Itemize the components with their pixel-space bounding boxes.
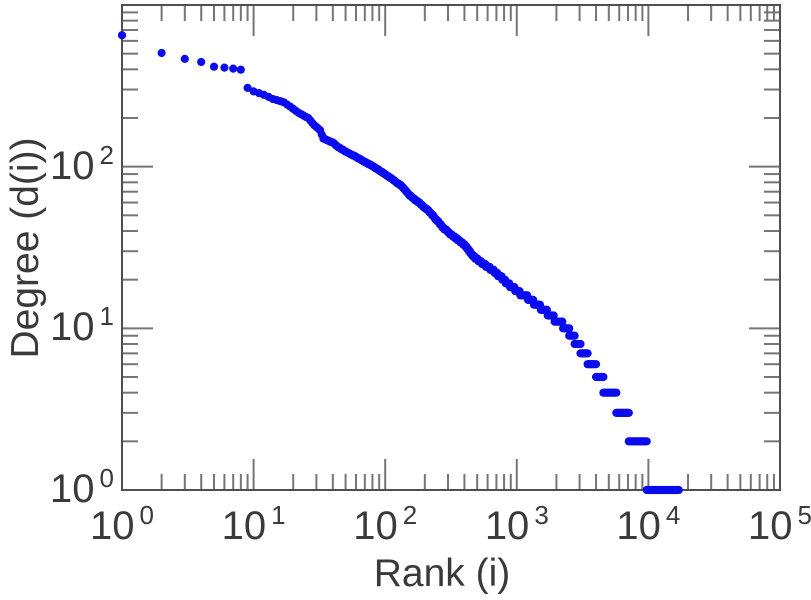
tick-base: 10 <box>50 143 95 188</box>
data-point-marker <box>624 408 633 417</box>
data-point-marker <box>642 437 651 446</box>
data-point-marker <box>599 372 608 382</box>
axis-ticks <box>121 5 781 491</box>
data-point-marker <box>558 317 567 326</box>
tick-base: 10 <box>221 504 267 548</box>
tick-exponent: 2 <box>99 139 114 170</box>
tick-base: 10 <box>484 504 530 548</box>
data-point-marker <box>612 388 621 397</box>
tick-exponent: 4 <box>665 500 681 530</box>
y-tick-label: 10 0 <box>4 465 114 511</box>
y-tick-label: 10 2 <box>4 142 114 188</box>
tick-base: 10 <box>353 504 398 548</box>
tick-exponent: 3 <box>534 500 549 530</box>
x-tick-label: 10 5 <box>730 502 811 548</box>
data-point-marker <box>229 64 238 73</box>
data-point-marker <box>591 360 601 369</box>
x-tick-label: 10 2 <box>335 502 435 548</box>
data-point-marker <box>180 54 189 64</box>
tick-exponent: 0 <box>99 463 114 493</box>
tick-base: 10 <box>50 305 95 350</box>
x-tick-label: 10 4 <box>598 502 698 548</box>
data-point-marker <box>576 339 585 349</box>
data-point-marker <box>243 83 252 92</box>
data-point-marker <box>570 331 579 340</box>
data-point-marker <box>220 63 229 72</box>
y-axis-title: Degree (d(i)) <box>4 137 47 359</box>
y-tick-label: 10 1 <box>4 303 114 350</box>
scatter-points <box>117 31 683 495</box>
x-axis-title: Rank (i) <box>373 552 511 595</box>
x-tick-label: 10 3 <box>467 502 567 548</box>
data-point-marker <box>157 48 166 58</box>
data-point-marker <box>197 57 206 67</box>
tick-exponent: 5 <box>797 500 811 530</box>
data-point-marker <box>674 485 683 495</box>
tick-base: 10 <box>748 504 793 548</box>
data-point-marker <box>583 349 592 358</box>
plot-frame <box>121 4 781 491</box>
data-point-marker <box>236 65 245 74</box>
data-point-marker <box>209 62 219 71</box>
x-tick-label: 10 0 <box>72 502 172 548</box>
tick-exponent: 2 <box>402 500 418 530</box>
tick-base: 10 <box>50 467 95 511</box>
tick-exponent: 1 <box>99 301 114 332</box>
data-point-marker <box>117 31 127 40</box>
tick-base: 10 <box>90 504 135 548</box>
data-point-marker <box>565 324 574 333</box>
tick-exponent: 0 <box>139 500 154 530</box>
tick-base: 10 <box>616 504 661 548</box>
tick-exponent: 1 <box>271 500 286 530</box>
x-tick-label: 10 1 <box>204 502 304 548</box>
